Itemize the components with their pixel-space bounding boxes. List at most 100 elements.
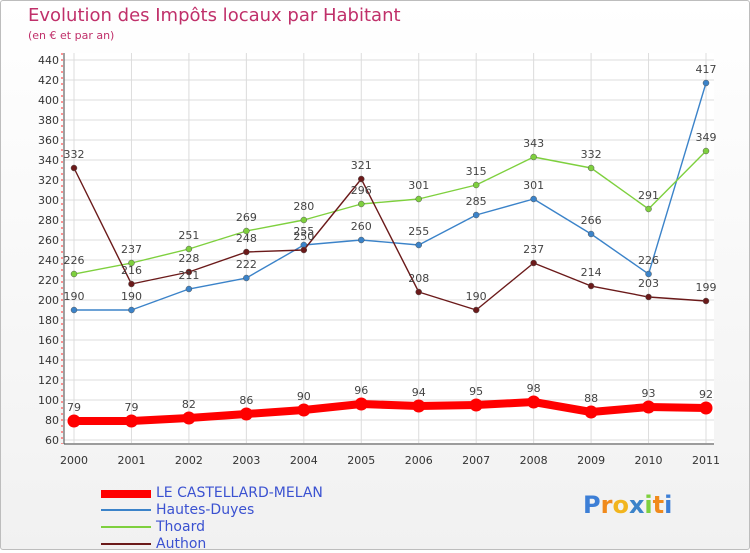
data-point: [472, 181, 480, 189]
x-tick-label: 2005: [347, 454, 375, 467]
x-tick-label: 2011: [692, 454, 720, 467]
data-label: 226: [64, 254, 85, 267]
data-point: [699, 401, 713, 415]
x-tick-label: 2004: [290, 454, 318, 467]
data-point: [702, 147, 710, 155]
x-tick-label: 2002: [175, 454, 203, 467]
data-point: [469, 398, 483, 412]
logo-letter: i: [664, 491, 673, 519]
logo-letter: P: [583, 491, 601, 519]
data-label: 349: [696, 131, 717, 144]
data-point: [472, 211, 480, 219]
data-label: 248: [236, 232, 257, 245]
data-label: 92: [699, 388, 713, 401]
y-tick-label: 340: [38, 154, 59, 167]
data-label: 250: [293, 230, 314, 243]
data-point: [530, 195, 537, 203]
data-label: 321: [351, 159, 372, 172]
data-label: 79: [67, 401, 81, 414]
x-tick-label: 2008: [520, 454, 548, 467]
data-point: [128, 259, 135, 267]
y-tick-label: 220: [38, 274, 59, 287]
chart-title: Evolution des Impôts locaux par Habitant: [28, 5, 401, 26]
data-label: 88: [584, 392, 598, 405]
legend-label: Authon: [156, 536, 207, 552]
data-point: [587, 164, 595, 172]
data-label: 214: [581, 266, 602, 279]
data-label: 280: [293, 200, 314, 213]
data-label: 291: [638, 189, 659, 202]
y-tick-label: 300: [38, 194, 59, 207]
data-label: 251: [178, 229, 199, 242]
legend-label: LE CASTELLARD-MELAN: [156, 485, 323, 501]
data-point: [239, 407, 253, 421]
data-point: [530, 153, 537, 161]
data-point: [645, 205, 652, 213]
legend-label: Thoard: [156, 519, 205, 535]
data-label: 93: [642, 387, 656, 400]
y-tick-label: 120: [38, 374, 59, 387]
y-tick-label: 320: [38, 174, 59, 187]
legend-swatch-hautes-duyes: [101, 509, 151, 511]
data-point: [128, 306, 135, 314]
x-tick-label: 2010: [635, 454, 663, 467]
y-tick-label: 80: [45, 414, 59, 427]
data-label: 269: [236, 211, 257, 224]
legend-swatch-authon: [101, 543, 151, 545]
data-label: 190: [64, 290, 85, 303]
chart-subtitle: (en € et par an): [28, 29, 115, 42]
data-label: 237: [523, 243, 544, 256]
plot-area: [64, 53, 714, 443]
data-label: 208: [408, 272, 429, 285]
data-label: 226: [638, 254, 659, 267]
x-tick-label: 2000: [60, 454, 88, 467]
data-point: [415, 195, 422, 203]
data-point: [185, 285, 193, 293]
data-point: [243, 248, 250, 256]
data-point: [642, 400, 656, 414]
data-label: 266: [581, 214, 602, 227]
data-label: 315: [466, 165, 487, 178]
data-label: 222: [236, 258, 257, 271]
y-tick-label: 280: [38, 214, 59, 227]
proxiti-logo: Proxiti: [583, 491, 672, 519]
data-point: [185, 268, 193, 276]
data-label: 417: [696, 63, 717, 76]
logo-letter: r: [600, 491, 613, 519]
data-point: [645, 293, 652, 301]
data-point: [128, 280, 135, 288]
data-point: [182, 411, 196, 425]
data-point: [354, 397, 368, 411]
data-point: [300, 246, 308, 254]
y-tick-label: 140: [38, 354, 59, 367]
data-point: [587, 282, 595, 290]
x-tick-label: 2009: [577, 454, 605, 467]
legend-label: Hautes-Duyes: [156, 502, 255, 518]
y-tick-label: 240: [38, 254, 59, 267]
series-line: [70, 398, 710, 425]
data-label: 190: [121, 290, 142, 303]
data-point: [124, 414, 138, 428]
data-label: 96: [354, 384, 368, 397]
data-point: [527, 395, 541, 409]
data-point: [243, 227, 250, 235]
y-tick-label: 260: [38, 234, 59, 247]
data-label: 79: [124, 401, 138, 414]
data-point: [67, 414, 81, 428]
data-point: [358, 236, 365, 244]
data-label: 203: [638, 277, 659, 290]
logo-letter: o: [612, 491, 629, 519]
data-point: [702, 79, 710, 87]
logo-letter: i: [644, 491, 653, 519]
y-tick-label: 380: [38, 114, 59, 127]
y-tick-label: 200: [38, 294, 59, 307]
data-point: [297, 403, 311, 417]
series-line: [73, 167, 707, 311]
data-point: [587, 230, 595, 238]
y-tick-label: 160: [38, 334, 59, 347]
data-point: [584, 405, 598, 419]
data-label: 95: [469, 385, 483, 398]
data-point: [472, 306, 480, 314]
